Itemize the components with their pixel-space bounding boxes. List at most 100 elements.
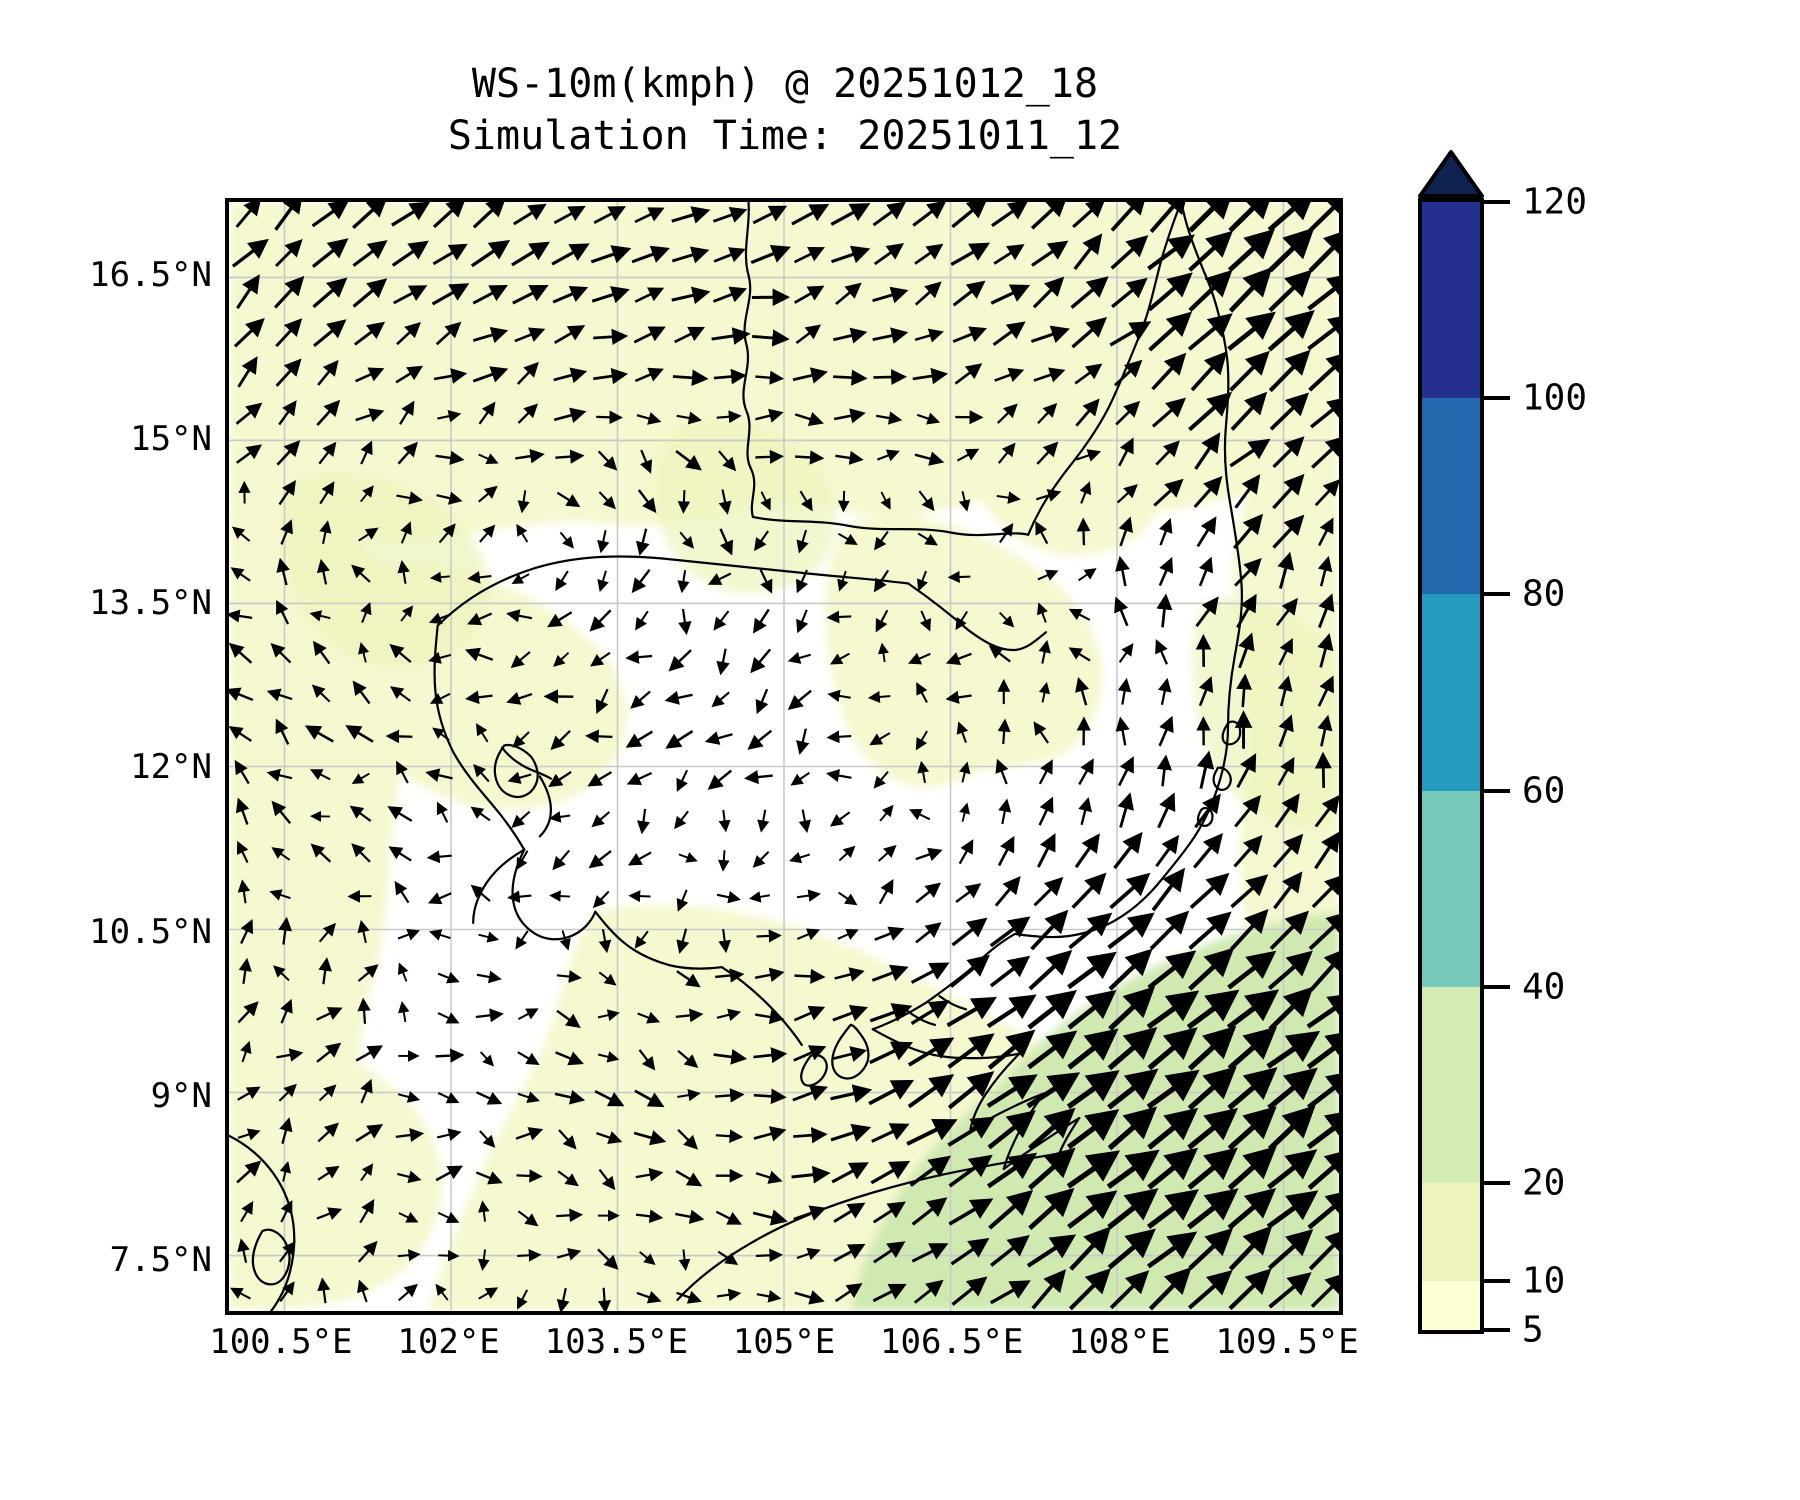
wind-arrow — [478, 1200, 490, 1222]
wind-arrow — [677, 490, 691, 514]
wind-arrow — [230, 567, 251, 582]
wind-arrow — [993, 244, 1025, 265]
wind-arrow — [395, 1128, 425, 1143]
wind-arrow — [1236, 753, 1257, 789]
wind-arrow — [552, 285, 589, 304]
wind-arrow — [309, 610, 331, 622]
wind-arrow — [1228, 1268, 1272, 1311]
wind-arrow — [1068, 647, 1091, 662]
y-tick-label: 10.5°N — [89, 911, 212, 952]
wind-arrow — [869, 1003, 913, 1023]
wind-arrow — [431, 283, 470, 306]
wind-arrow — [1317, 517, 1334, 547]
wind-arrow — [792, 367, 828, 384]
wind-arrow — [671, 286, 711, 305]
wind-arrow — [517, 490, 530, 514]
wind-arrow — [435, 450, 465, 466]
wind-arrow — [360, 602, 372, 624]
wind-arrow — [639, 449, 653, 474]
wind-arrow — [872, 1283, 907, 1303]
wind-arrow — [397, 928, 421, 941]
wind-arrow — [837, 532, 858, 545]
wind-arrow — [553, 325, 586, 345]
wind-arrow — [516, 850, 529, 871]
wind-arrow — [1307, 1148, 1339, 1190]
wind-arrow — [1030, 202, 1068, 230]
wind-arrow — [989, 1280, 1031, 1305]
wind-arrow — [358, 527, 379, 542]
wind-arrow — [557, 1170, 579, 1187]
wind-arrow — [360, 485, 374, 503]
wind-arrow — [793, 1127, 828, 1144]
wind-arrow — [594, 1090, 625, 1107]
wind-arrow — [909, 1155, 951, 1187]
wind-arrow — [512, 731, 530, 748]
wind-arrow — [1268, 349, 1311, 393]
wind-arrow — [237, 1238, 250, 1263]
wind-arrow — [1307, 1070, 1339, 1110]
wind-arrow — [388, 846, 412, 862]
colorbar-tick — [1484, 788, 1510, 793]
wind-arrow — [871, 964, 909, 982]
wind-arrow — [1067, 989, 1117, 1030]
wind-arrow — [360, 1163, 374, 1182]
wind-arrow — [477, 1249, 490, 1271]
wind-arrow — [595, 688, 609, 715]
wind-arrow — [550, 729, 571, 751]
wind-arrow — [432, 727, 450, 741]
wind-arrow — [555, 449, 585, 464]
wind-arrow — [395, 365, 424, 384]
wind-arrow — [266, 688, 293, 702]
wind-arrow — [837, 891, 858, 906]
wind-arrow — [1229, 908, 1269, 951]
wind-arrow — [1277, 756, 1295, 786]
wind-arrow — [947, 1116, 996, 1147]
wind-arrow — [872, 202, 907, 227]
wind-arrow — [317, 1277, 331, 1304]
wind-arrow — [1151, 352, 1187, 391]
wind-arrow — [515, 1127, 544, 1141]
wind-arrow — [552, 849, 571, 871]
wind-arrow — [591, 811, 611, 828]
wind-arrow — [1268, 1105, 1316, 1151]
wind-arrow — [1228, 1225, 1273, 1271]
wind-arrow — [470, 806, 491, 822]
wind-arrow — [266, 768, 293, 782]
wind-arrow — [918, 490, 935, 512]
wind-arrow — [912, 367, 949, 385]
wind-arrow — [393, 285, 428, 305]
wind-arrow — [1228, 267, 1273, 313]
wind-arrow — [1308, 202, 1339, 233]
wind-arrow — [553, 205, 586, 225]
wind-arrow — [796, 928, 821, 941]
wind-arrow — [473, 763, 490, 783]
wind-arrow — [959, 761, 971, 783]
wind-arrow — [1110, 202, 1148, 232]
wind-arrow — [231, 526, 251, 542]
title-line-1: WS-10m(kmph) @ 20251012_18 — [471, 61, 1099, 107]
wind-arrow — [1151, 867, 1186, 912]
wind-arrow — [506, 691, 533, 705]
wind-arrow — [625, 730, 654, 748]
wind-arrow — [1109, 321, 1152, 347]
wind-arrow — [1036, 441, 1059, 465]
wind-arrow — [1147, 234, 1195, 271]
wind-arrow — [1187, 1025, 1237, 1071]
wind-arrow — [1227, 1146, 1277, 1191]
wind-arrow — [1118, 516, 1133, 547]
wind-arrow — [429, 692, 451, 704]
wind-arrow — [676, 889, 689, 912]
wind-arrow — [275, 718, 290, 745]
wind-arrow — [236, 274, 260, 310]
wind-arrow — [913, 1279, 944, 1304]
wind-arrow — [236, 1160, 262, 1184]
wind-arrow — [987, 1029, 1036, 1070]
wind-arrow — [1306, 1109, 1339, 1150]
colorbar-tick-label: 20 — [1522, 1162, 1566, 1204]
colorbar-tick-label: 120 — [1522, 181, 1588, 223]
wind-arrow — [397, 441, 418, 465]
wind-arrow — [678, 852, 698, 863]
wind-arrow — [833, 1046, 868, 1062]
wind-arrow — [435, 321, 462, 346]
wind-arrow — [1158, 557, 1174, 587]
